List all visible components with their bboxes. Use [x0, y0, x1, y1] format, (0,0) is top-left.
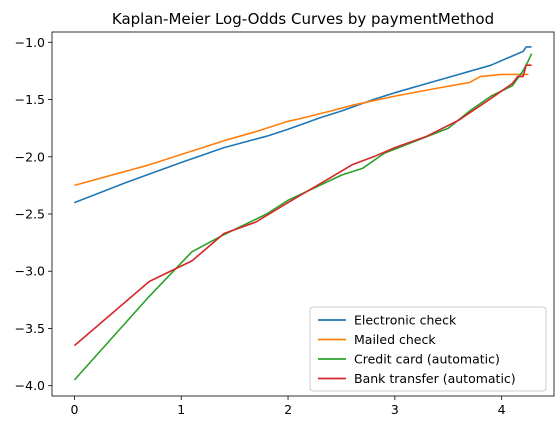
x-tick-label: 3 [391, 402, 399, 417]
chart-title: Kaplan-Meier Log-Odds Curves by paymentM… [112, 10, 494, 28]
legend-box [309, 306, 547, 392]
series-line-3 [73, 64, 532, 347]
legend-label-3: Bank transfer (automatic) [354, 371, 516, 386]
x-tick-label: 2 [284, 402, 292, 417]
legend-label-0: Electronic check [354, 313, 457, 328]
x-tick-label: 4 [498, 402, 506, 417]
x-tick-label: 0 [70, 402, 78, 417]
y-tick-label: −3.0 [15, 264, 45, 279]
legend: Electronic check Mailed check Credit card … [309, 306, 547, 392]
legend-label-1: Mailed check [354, 332, 436, 347]
y-tick-label: −1.5 [15, 92, 45, 107]
y-axis: −4.0 −3.5 −3.0 −2.5 −2.0 −1.5 −1.0 [15, 35, 52, 393]
y-tick-label: −1.0 [15, 35, 45, 50]
y-tick-label: −2.5 [15, 207, 45, 222]
series-line-0 [74, 46, 532, 204]
y-tick-label: −2.0 [15, 149, 45, 164]
series-line-2 [73, 53, 533, 381]
series-layer [73, 46, 533, 381]
series-line-1 [74, 73, 529, 187]
y-tick-label: −3.5 [15, 321, 45, 336]
x-axis: 0 1 2 3 4 [70, 396, 506, 417]
y-tick-label: −4.0 [15, 378, 45, 393]
x-tick-label: 1 [177, 402, 185, 417]
legend-label-2: Credit card (automatic) [354, 352, 500, 367]
